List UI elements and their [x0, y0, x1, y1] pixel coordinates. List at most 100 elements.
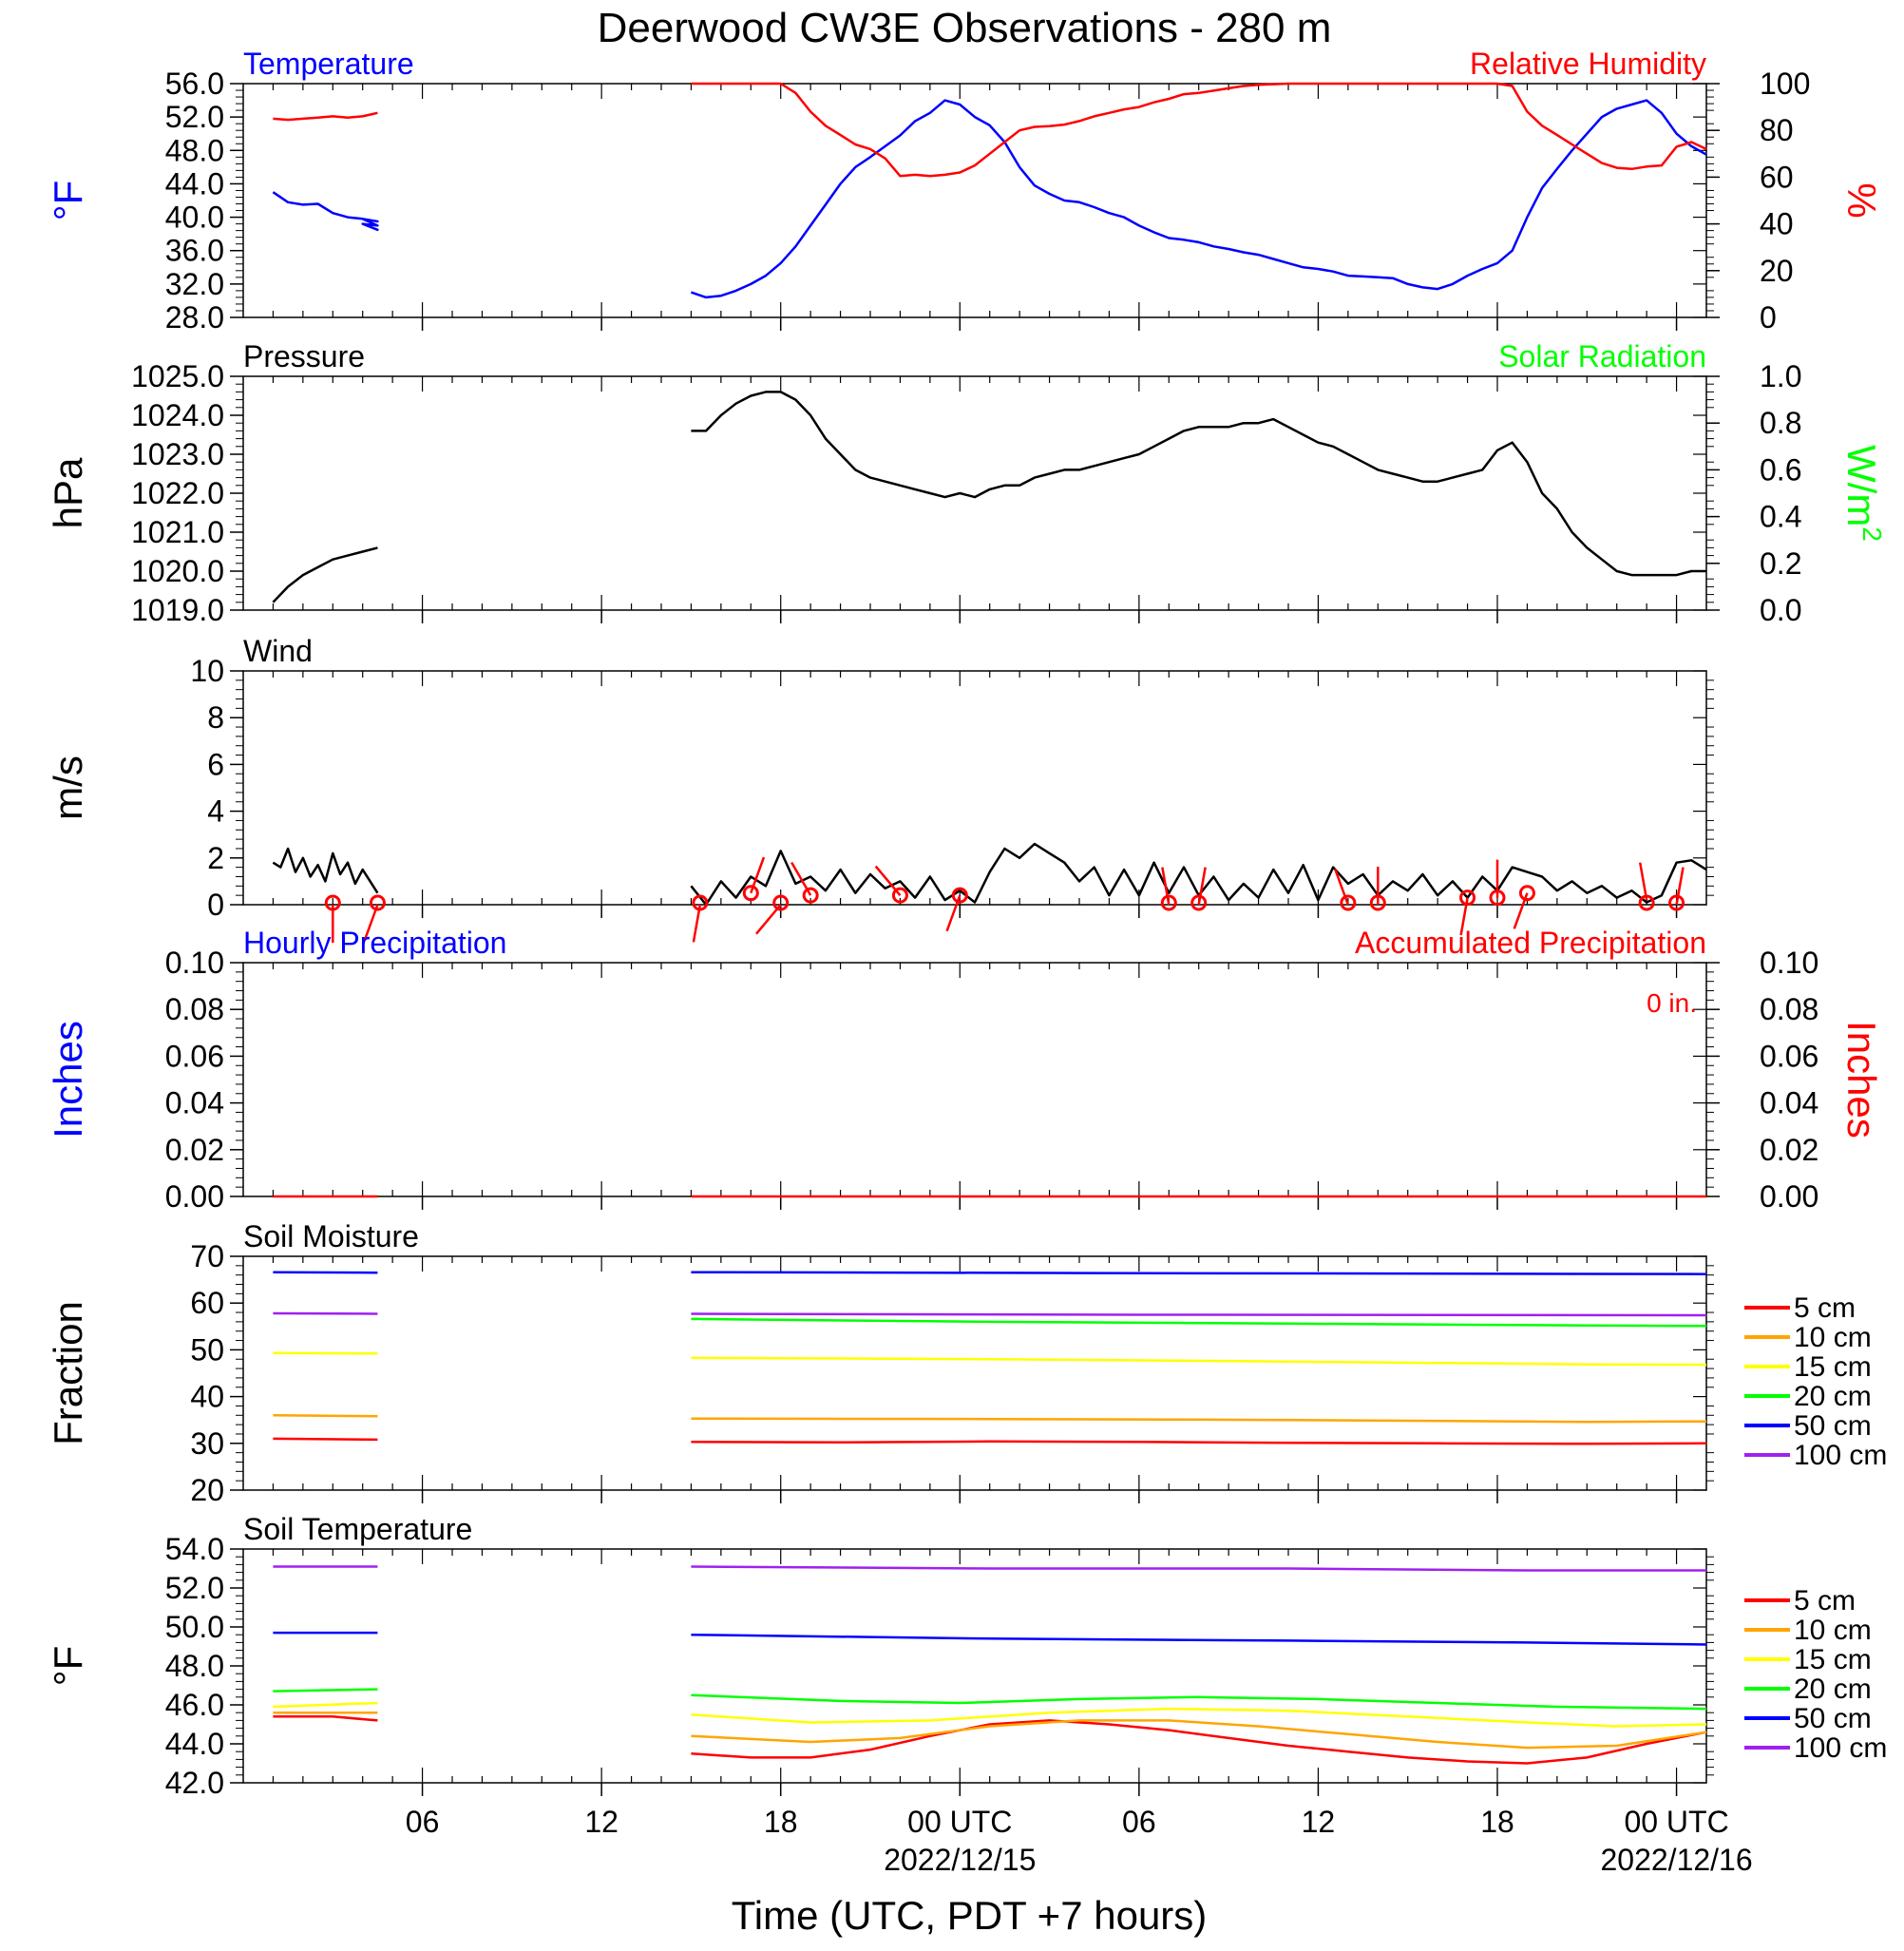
wind-barb-staff — [755, 904, 782, 935]
y-axis-label: hPa — [46, 457, 90, 528]
chart-panels: 28.032.036.040.044.048.052.056.002040608… — [46, 47, 1887, 1800]
y-tick-label: 28.0 — [165, 300, 224, 335]
series-line-10-cm — [691, 1417, 1707, 1424]
wind-barb-staff — [790, 861, 812, 896]
series-line-50-cm — [273, 1271, 378, 1274]
legend-label: 20 cm — [1794, 1381, 1872, 1412]
plot-frame — [242, 83, 1707, 318]
panel-temperature_humidity: 28.032.036.040.044.048.052.056.0 0 20 40 60 8… — [46, 47, 1884, 335]
y-axis-label: Fraction — [46, 1301, 90, 1445]
y-tick-label: 40 — [190, 1380, 224, 1414]
y-axis-label: °F — [46, 181, 90, 220]
y-tick-label: 42.0 — [165, 1766, 224, 1800]
series-line-relative-humidity — [691, 82, 1707, 178]
series-line-10-cm — [691, 1719, 1707, 1750]
wind-barb-station — [891, 887, 908, 904]
x-tick-date-label: 2022/12/16 — [1600, 1843, 1752, 1877]
legend-label: 50 cm — [1794, 1410, 1872, 1442]
y-axis-label-right: W/m2 — [1839, 445, 1887, 542]
y-tick-label: 4 — [207, 794, 224, 829]
y-axis-label: m/s — [46, 756, 90, 820]
y-tick-label: 56.0 — [165, 67, 224, 101]
y-tick-label: 20 — [190, 1473, 224, 1507]
series-line-15-cm — [273, 1351, 378, 1355]
wind-barb-staff — [750, 856, 766, 894]
y-tick-label: 54.0 — [165, 1532, 224, 1566]
wind-barb-calm — [772, 894, 790, 911]
wind-barb-station — [951, 887, 968, 904]
y-tick-label: 70 — [190, 1239, 224, 1273]
panel-title-left: Soil Temperature — [243, 1512, 472, 1546]
y-right-tick-label: 0.02 — [1760, 1133, 1818, 1167]
wind-barb-station — [742, 885, 759, 902]
series-line-pressure — [691, 391, 1706, 577]
y-axis-label: °F — [46, 1646, 90, 1686]
y-tick-label: 0.02 — [165, 1133, 224, 1167]
series-line-5-cm — [273, 1715, 378, 1722]
y-tick-label: 52.0 — [165, 1571, 224, 1605]
y-tick-label: 46.0 — [165, 1688, 224, 1722]
y-right-tick-label: 0.4 — [1760, 500, 1801, 534]
y-tick-label: 48.0 — [165, 1649, 224, 1683]
series-line-15-cm — [691, 1356, 1707, 1367]
series-line-50-cm — [691, 1271, 1707, 1275]
x-tick-label: 12 — [584, 1805, 619, 1839]
wind-barb-station — [1518, 885, 1535, 902]
series-line-100-cm — [691, 1312, 1707, 1317]
series-line-100-cm — [273, 1311, 378, 1315]
series-line-relative-humidity — [273, 111, 378, 122]
wind-barb-staff — [1513, 892, 1529, 929]
y-right-tick-label: 20 — [1760, 254, 1794, 288]
y-tick-label: 0.00 — [165, 1179, 224, 1214]
legend-label: 10 cm — [1794, 1615, 1872, 1646]
panel-title-left: Soil Moisture — [243, 1219, 419, 1253]
series-line-pressure — [272, 546, 378, 603]
wind-barb-staff — [945, 894, 962, 932]
x-axis: 06 12 18 00 UTC 2022/12/15 06 12 18 00 UTC 2022/1… — [406, 1805, 1753, 1877]
series-line-5-cm — [273, 1437, 378, 1442]
x-tick-label: 12 — [1302, 1805, 1336, 1839]
wind-barb-staff — [1197, 867, 1207, 906]
y-tick-label: 48.0 — [165, 133, 224, 167]
y-tick-label: 1023.0 — [131, 437, 224, 471]
y-tick-label: 40.0 — [165, 201, 224, 235]
y-tick-label: 1024.0 — [131, 398, 224, 432]
panel-title-left: Hourly Precipitation — [243, 926, 506, 960]
y-tick-label: 1025.0 — [131, 359, 224, 393]
series-line-20-cm — [691, 1317, 1707, 1328]
y-right-tick-label: 0.0 — [1760, 593, 1801, 627]
y-axis-label-right: Inches — [1839, 1021, 1884, 1138]
y-tick-label: 2 — [207, 841, 224, 875]
legend-label: 50 cm — [1794, 1703, 1872, 1734]
x-tick-date-label: 2022/12/15 — [884, 1843, 1036, 1877]
y-tick-label: 52.0 — [165, 100, 224, 134]
y-right-tick-label: 0 — [1760, 300, 1777, 335]
y-tick-label: 44.0 — [165, 1727, 224, 1761]
plot-frame — [242, 1548, 1707, 1784]
y-tick-label: 0.10 — [165, 946, 224, 980]
panel-title-left: Wind — [243, 634, 313, 668]
series-line-15-cm — [691, 1707, 1707, 1728]
y-right-tick-label: 0.00 — [1760, 1179, 1818, 1214]
series-line-5-cm — [691, 1440, 1707, 1445]
panel-pressure_solar: 1019.0 1020.0 1021.0 1022.0 1023.0 1024.0 1025… — [46, 339, 1887, 627]
y-right-tick-label: 0.8 — [1760, 406, 1801, 440]
wind-barb-calm — [1340, 894, 1357, 911]
legend-label: 15 cm — [1794, 1644, 1872, 1675]
y-right-tick-label: 40 — [1760, 207, 1794, 241]
y-tick-label: 8 — [207, 700, 224, 735]
x-tick-label: 18 — [764, 1805, 798, 1839]
y-tick-label: 0.04 — [165, 1086, 224, 1120]
legend-label: 100 cm — [1794, 1732, 1887, 1764]
wind-barb-station — [802, 887, 819, 904]
plot-frame — [242, 670, 1707, 906]
wind-barb-staff — [692, 904, 702, 943]
series-line-10-cm — [273, 1414, 378, 1418]
legend-label: 5 cm — [1794, 1292, 1856, 1324]
series-line-wind — [272, 847, 379, 894]
wind-barb-calm — [1160, 894, 1177, 911]
x-tick-label: 18 — [1480, 1805, 1514, 1839]
series-line-20-cm — [273, 1688, 378, 1693]
wind-barb-calm — [1668, 894, 1685, 911]
y-right-tick-label: 0.06 — [1760, 1039, 1818, 1073]
